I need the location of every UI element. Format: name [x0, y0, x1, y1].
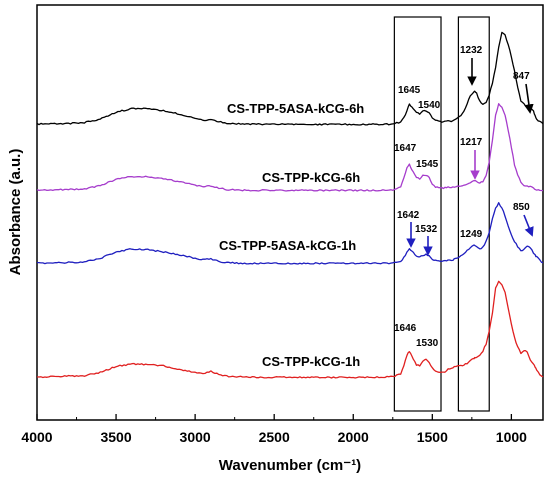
highlight-box-1 — [393, 16, 442, 412]
series-label-1: CS-TPP-5ASA-kCG-6h — [227, 101, 364, 116]
series-label-2: CS-TPP-kCG-6h — [262, 170, 360, 185]
peak-label-1232: 1232 — [460, 45, 483, 56]
series-label-4: CS-TPP-kCG-1h — [262, 354, 360, 369]
series-label-3: CS-TPP-5ASA-kCG-1h — [219, 238, 356, 253]
x-tick-label: 1500 — [417, 429, 448, 445]
peak-label-847: 847 — [513, 71, 530, 82]
series-labels: CS-TPP-5ASA-kCG-6h CS-TPP-kCG-6h CS-TPP-5A… — [219, 101, 364, 369]
peak-label-1545: 1545 — [416, 159, 439, 170]
spectra-curves — [36, 31, 544, 379]
x-tick-label: 2500 — [259, 429, 290, 445]
peak-arrow-850 — [523, 214, 534, 237]
plot-frame — [36, 4, 544, 421]
peak-label-1647: 1647 — [394, 143, 417, 154]
x-axis-label: Wavenumber (cm⁻¹) — [219, 457, 361, 474]
peak-label-1642: 1642 — [397, 210, 420, 221]
peak-label-1249: 1249 — [460, 229, 483, 240]
highlight-box-2 — [457, 16, 490, 412]
peak-label-1217: 1217 — [460, 137, 483, 148]
x-tick-label: 1000 — [496, 429, 527, 445]
series-curve-1 — [36, 31, 544, 126]
series-curve-3 — [37, 202, 544, 265]
x-tick-label: 3500 — [100, 429, 131, 445]
peak-arrow-847 — [524, 83, 534, 114]
peak-annotations: 1645 1540 1232 847 1647 1545 1217 1642 1532 1249 8… — [394, 45, 534, 349]
y-axis-label: Absorbance (a.u.) — [7, 149, 24, 276]
peak-label-850: 850 — [513, 202, 530, 213]
peak-label-1646: 1646 — [394, 323, 417, 334]
x-tick-label: 3000 — [180, 429, 211, 445]
highlight-boxes — [393, 16, 490, 412]
x-tick-label: 2000 — [338, 429, 369, 445]
series-curve-4 — [36, 280, 544, 379]
series-curve-2 — [36, 103, 544, 192]
peak-label-1645: 1645 — [398, 85, 421, 96]
peak-label-1532: 1532 — [415, 224, 438, 235]
x-tick-label: 4000 — [21, 429, 52, 445]
peak-label-1530: 1530 — [416, 338, 439, 349]
x-axis-ticks: 4000 3500 3000 2500 2000 1500 1000 — [21, 414, 527, 445]
peak-label-1540: 1540 — [418, 100, 441, 111]
